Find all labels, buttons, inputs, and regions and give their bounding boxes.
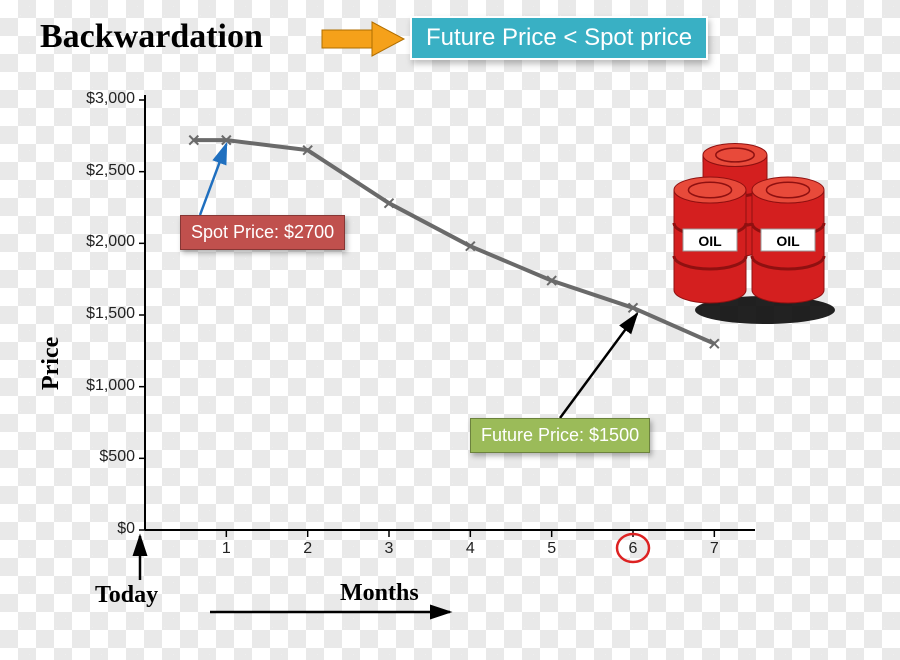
x-tick: 1: [216, 540, 236, 558]
x-tick: 3: [379, 540, 399, 558]
x-tick: 6: [623, 540, 643, 558]
y-axis-label: Price: [38, 337, 65, 390]
svg-text:OIL: OIL: [698, 233, 722, 249]
x-tick: 7: [704, 540, 724, 558]
y-tick: $3,000: [65, 90, 135, 108]
y-tick: $0: [65, 520, 135, 538]
y-tick: $1,000: [65, 377, 135, 395]
canvas: { "title": "Backwardation", "title_color…: [0, 0, 900, 660]
future-price-callout: Future Price: $1500: [470, 418, 650, 453]
svg-text:OIL: OIL: [776, 233, 800, 249]
x-tick: 5: [542, 540, 562, 558]
y-tick: $2,000: [65, 233, 135, 251]
y-tick: $2,500: [65, 162, 135, 180]
x-tick: 2: [298, 540, 318, 558]
y-tick: $500: [65, 448, 135, 466]
spot-price-callout: Spot Price: $2700: [180, 215, 345, 250]
x-axis-label: Months: [340, 580, 419, 607]
x-tick: 4: [460, 540, 480, 558]
oil-barrels-icon: OIL OIL: [640, 135, 850, 335]
today-label: Today: [95, 582, 158, 609]
y-tick: $1,500: [65, 305, 135, 323]
